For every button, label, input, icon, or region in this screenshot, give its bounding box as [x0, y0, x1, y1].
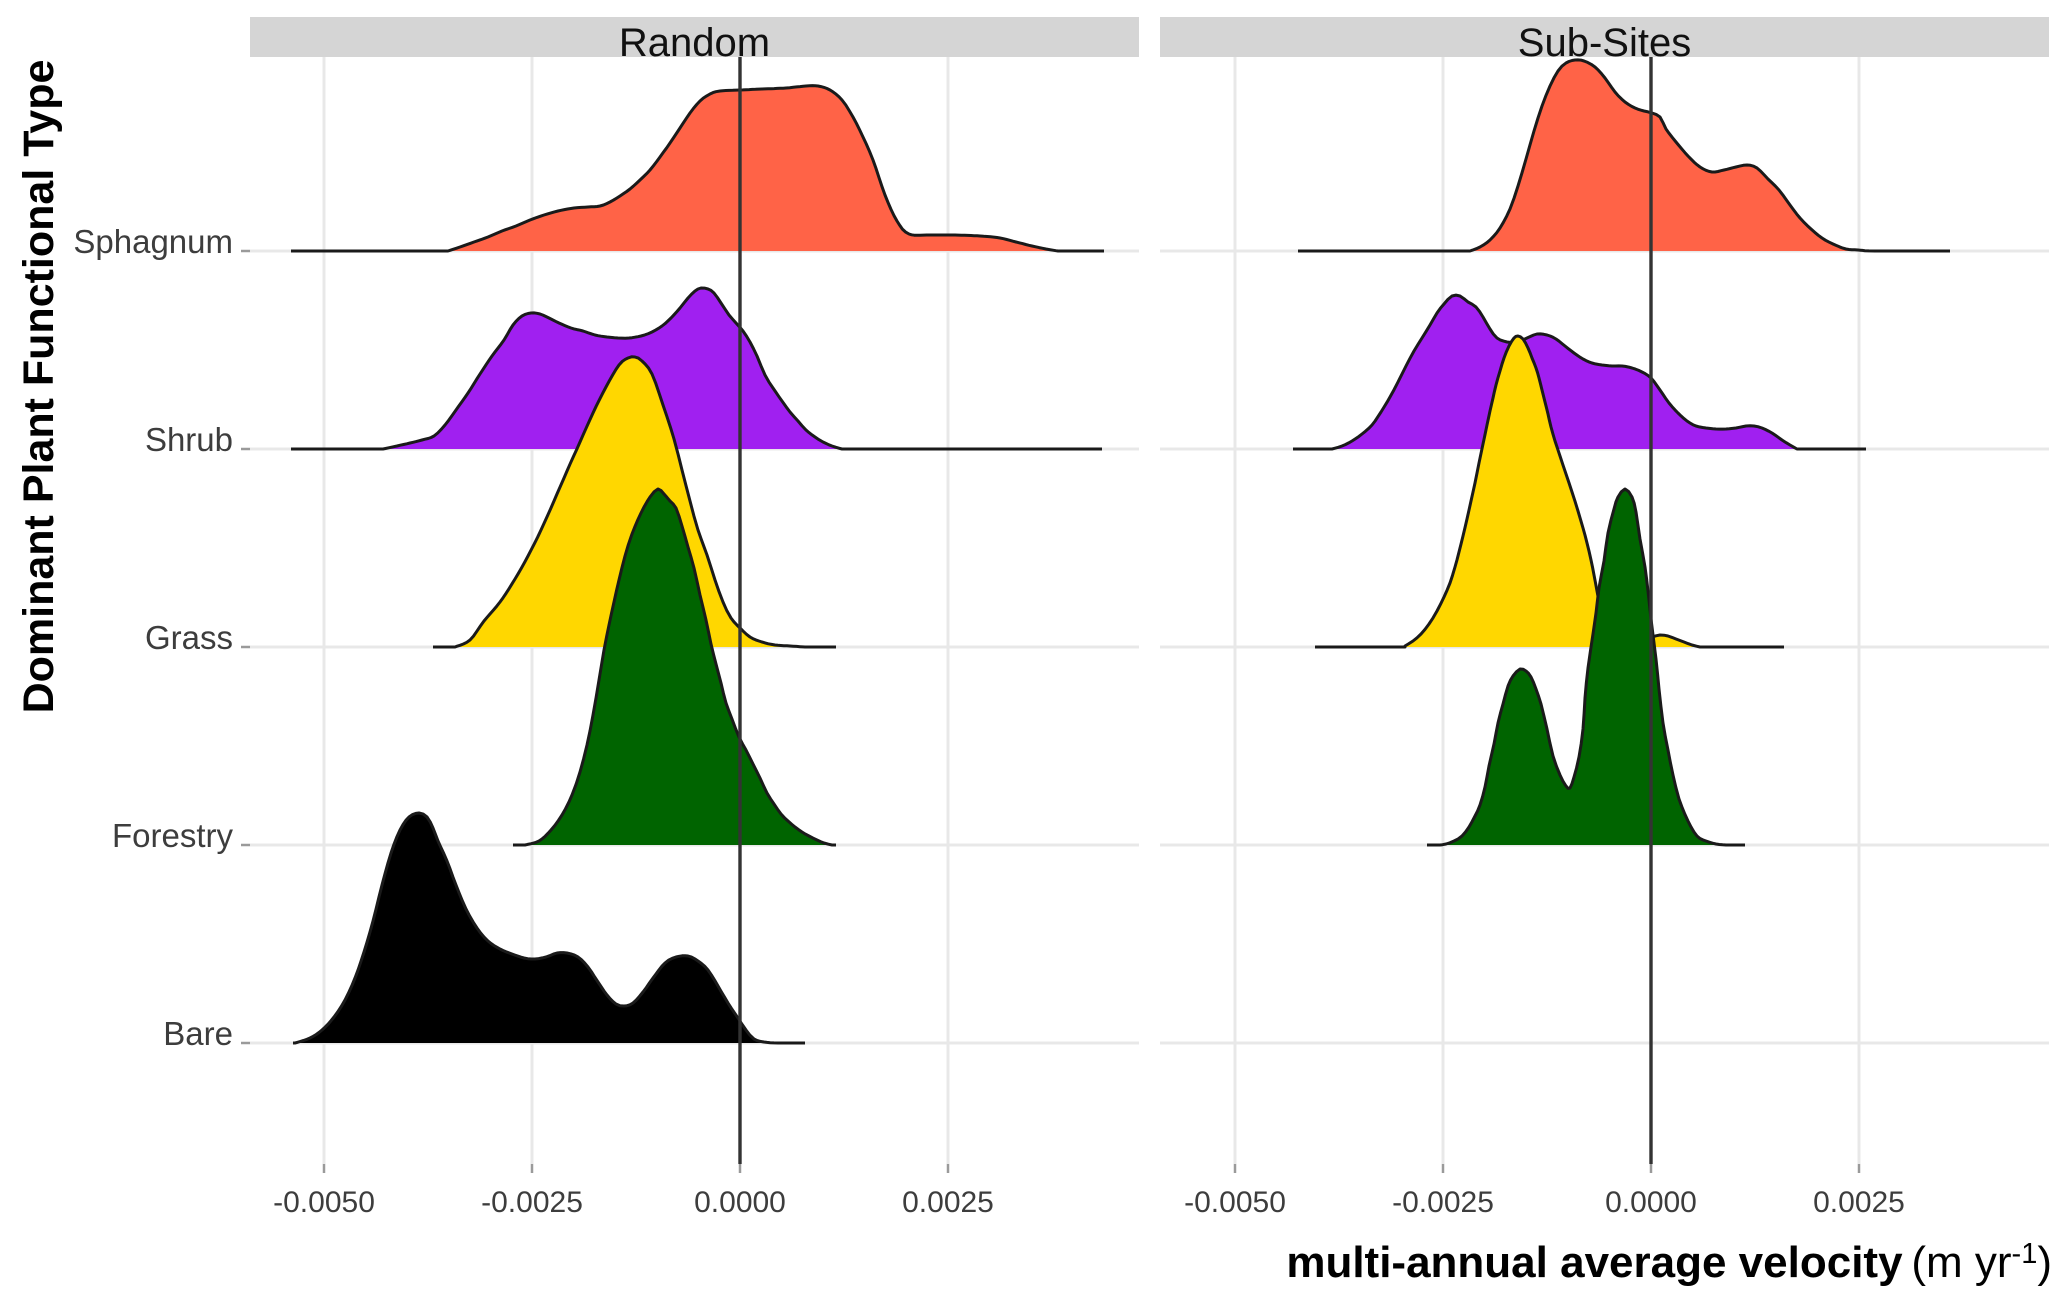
svg-text:Random: Random [619, 21, 770, 65]
svg-text:-0.0050: -0.0050 [273, 1186, 375, 1219]
svg-text:Shrub: Shrub [145, 421, 233, 458]
svg-text:-0.0025: -0.0025 [1392, 1186, 1494, 1219]
svg-text:Grass: Grass [145, 619, 233, 656]
svg-text:Dominant Plant Functional Type: Dominant Plant Functional Type [15, 60, 63, 714]
svg-text:-0.0050: -0.0050 [1184, 1186, 1286, 1219]
svg-text:Sphagnum: Sphagnum [73, 223, 233, 260]
svg-text:0.0000: 0.0000 [1605, 1186, 1697, 1219]
svg-text:0.0000: 0.0000 [694, 1186, 786, 1219]
svg-text:0.0025: 0.0025 [1813, 1186, 1905, 1219]
svg-text:0.0025: 0.0025 [902, 1186, 994, 1219]
svg-text:-0.0025: -0.0025 [481, 1186, 583, 1219]
svg-text:Bare: Bare [163, 1015, 233, 1052]
svg-text:Forestry: Forestry [112, 817, 234, 854]
svg-text:multi-annual average velocity: multi-annual average velocity (m yr-1) [1286, 1238, 2052, 1287]
svg-text:Sub-Sites: Sub-Sites [1518, 21, 1691, 65]
